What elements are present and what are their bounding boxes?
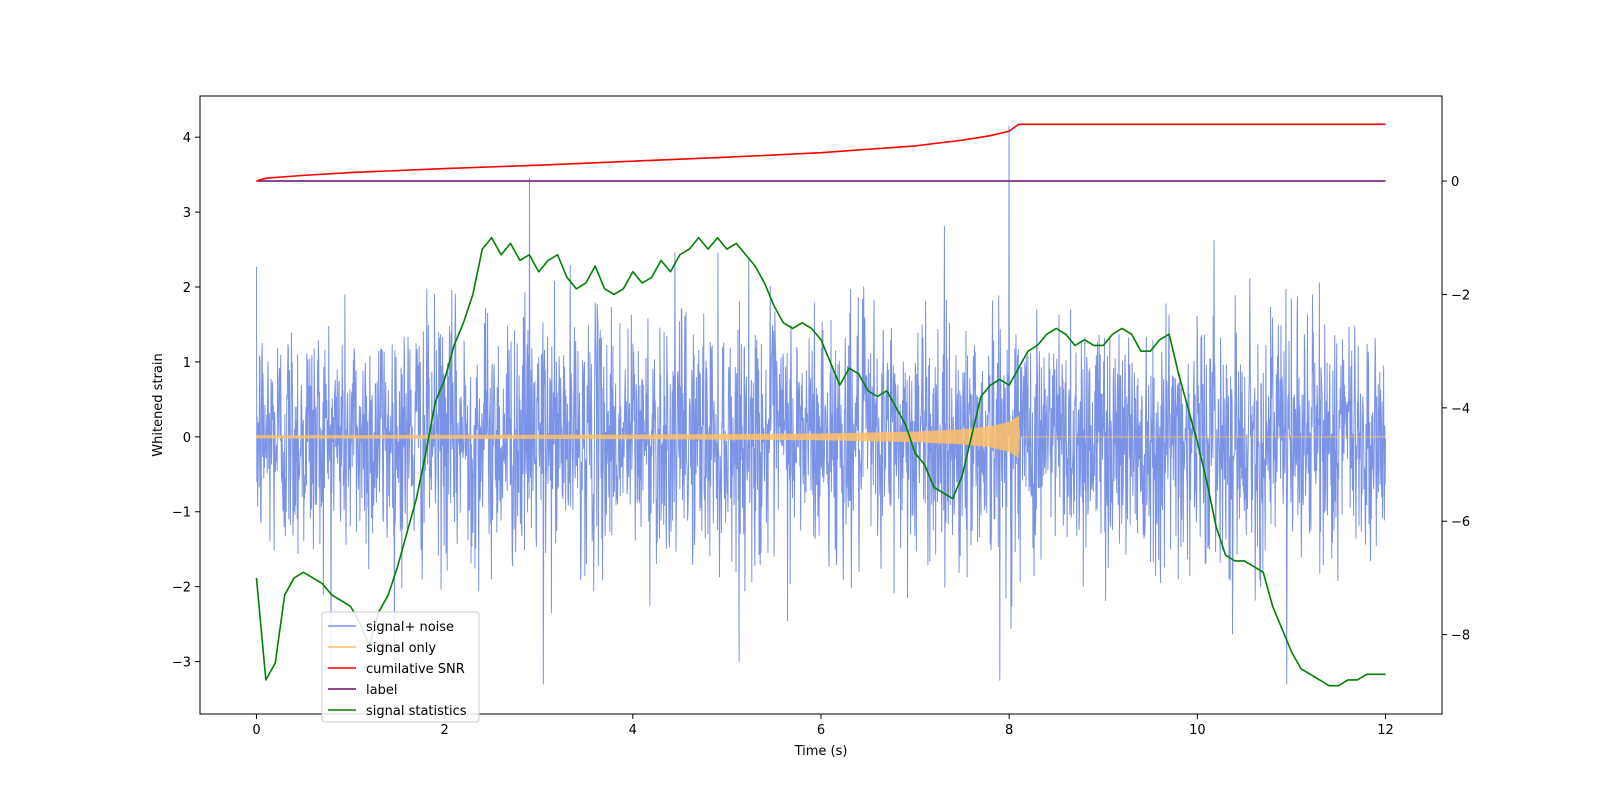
legend-label: signal only [366, 641, 436, 656]
y2-tick-label: 0 [1451, 175, 1459, 190]
y2-tick-label: −6 [1451, 515, 1470, 530]
plot-area [255, 123, 1387, 687]
y2-tick-label: −8 [1451, 629, 1470, 644]
cumulative-snr-series [256, 123, 1386, 182]
x-tick-label: 6 [817, 723, 825, 738]
y-axis-left: −3 −2 −1 0 1 2 3 4 [172, 131, 200, 671]
legend-label: signal+ noise [366, 620, 454, 635]
y-tick-label: 2 [183, 281, 191, 296]
x-tick-label: 10 [1189, 723, 1206, 738]
x-tick-label: 2 [440, 723, 448, 738]
y-tick-label: −3 [172, 656, 191, 671]
legend-label: label [366, 683, 397, 698]
legend-frame [321, 611, 480, 723]
y-tick-label: 3 [183, 206, 191, 221]
x-axis-label: Time (s) [794, 744, 848, 759]
y-tick-label: −1 [172, 506, 191, 521]
y2-tick-label: −4 [1451, 402, 1470, 417]
x-tick-label: 12 [1377, 723, 1394, 738]
x-tick-label: 8 [1005, 723, 1013, 738]
x-tick-label: 4 [629, 723, 637, 738]
y-tick-label: −2 [172, 581, 191, 596]
y2-tick-label: −2 [1451, 288, 1470, 303]
signal-only-series [255, 415, 1386, 458]
legend-label: signal statistics [366, 704, 467, 719]
signal-statistics-series [255, 236, 1386, 687]
y-axis-label: Whitened strain [151, 353, 166, 456]
y-tick-label: 4 [183, 131, 191, 146]
x-tick-label: 0 [252, 723, 260, 738]
y-tick-label: 1 [183, 356, 191, 371]
legend: signal+ noise signal only cumilative SNR la… [321, 611, 480, 723]
y-tick-label: 0 [183, 431, 191, 446]
legend-label: cumilative SNR [366, 662, 465, 677]
y-axis-right: −8 −6 −4 −2 0 [1442, 175, 1470, 644]
